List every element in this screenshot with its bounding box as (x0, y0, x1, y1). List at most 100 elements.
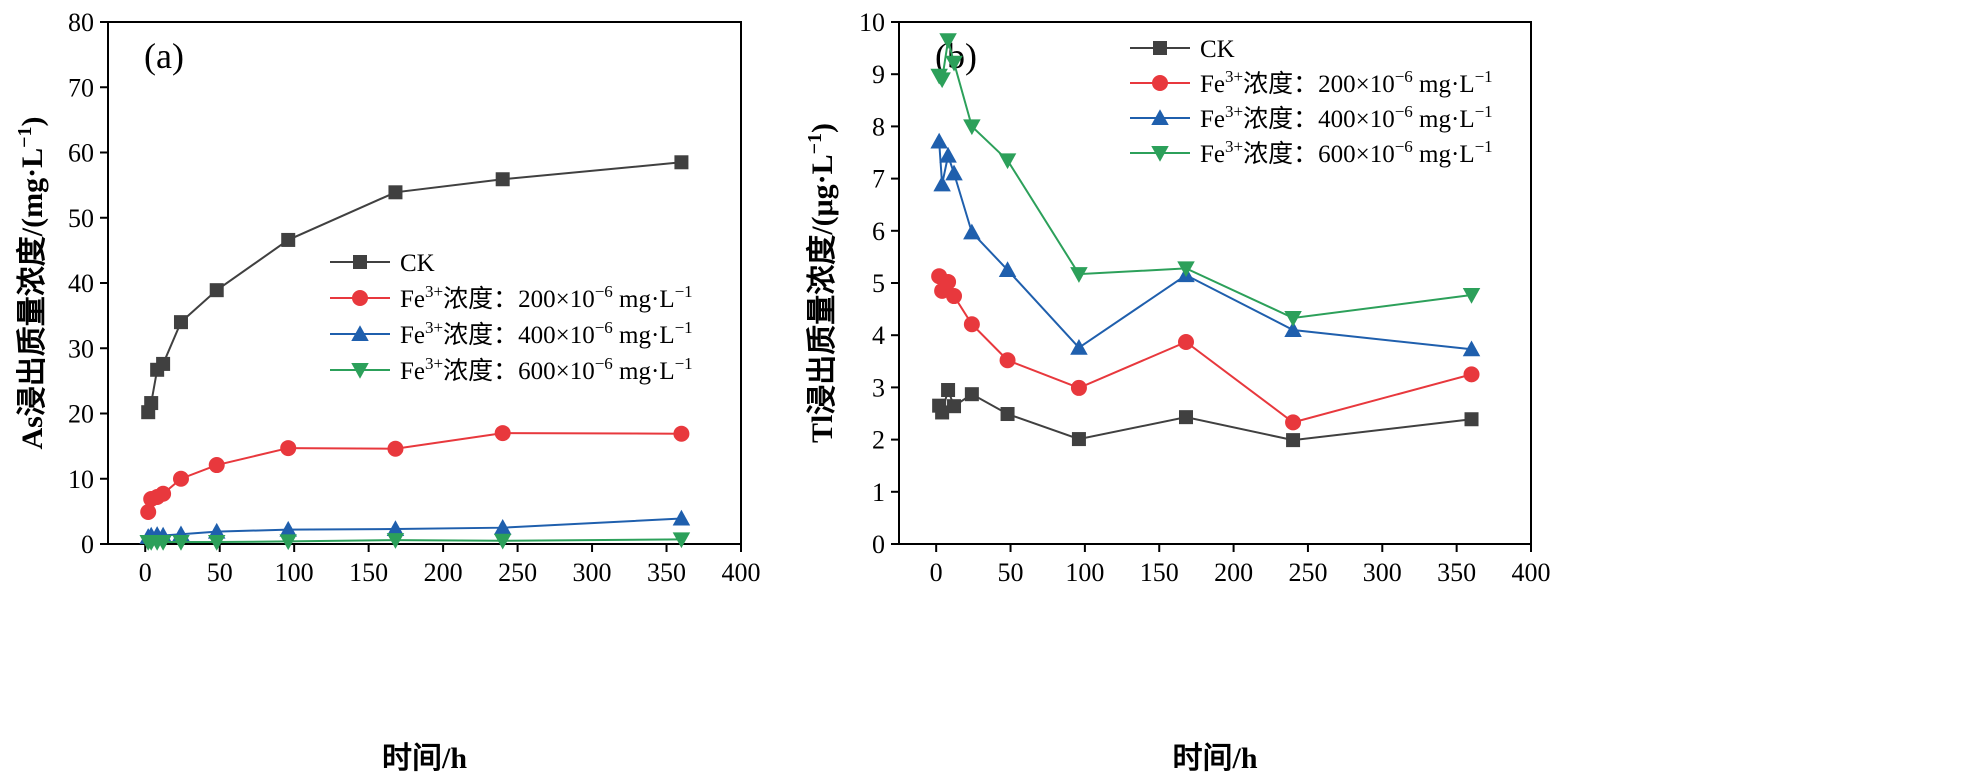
legend: CK Fe3+浓度：200×10−6 mg·L−1 Fe3+浓度：400×10−6 … (1130, 36, 1493, 168)
data-point (963, 119, 981, 136)
data-point (387, 440, 404, 457)
legend-label: CK (1200, 36, 1235, 63)
data-point (1070, 267, 1088, 283)
data-point (279, 534, 297, 551)
data-point (172, 535, 190, 551)
x-tick-label: 100 (275, 558, 314, 587)
y-tick-label: 0 (872, 530, 885, 559)
y-tick-label: 5 (872, 269, 885, 298)
y-tick-label: 8 (872, 112, 885, 141)
data-point (1464, 412, 1479, 427)
data-point (930, 132, 948, 149)
legend-label: Fe3+浓度：200×10−6 mg·L−1 (1200, 67, 1493, 98)
series-line (938, 40, 1472, 320)
data-point (494, 425, 511, 442)
x-tick-label: 250 (498, 558, 537, 587)
data-point (140, 504, 157, 521)
plot-frame (898, 21, 1532, 545)
x-tick-label: 200 (1214, 558, 1253, 587)
data-point (172, 470, 189, 487)
data-point (946, 288, 963, 305)
data-point (207, 535, 226, 551)
data-point (1284, 310, 1302, 327)
data-point (173, 315, 188, 330)
data-point (386, 533, 405, 549)
series-line (147, 432, 682, 513)
data-point (963, 316, 980, 333)
legend-item: CK (330, 250, 435, 277)
legend-marker (351, 363, 369, 379)
series-1 (931, 268, 1480, 431)
data-point (207, 522, 226, 539)
x-tick-label: 400 (722, 558, 761, 587)
data-point (1000, 407, 1015, 422)
data-point (945, 164, 963, 181)
data-point (941, 383, 956, 398)
legend-label: Fe3+浓度：600×10−6 mg·L−1 (1200, 137, 1493, 168)
legend-label: Fe3+浓度：400×10−6 mg·L−1 (400, 318, 693, 349)
legend-marker (353, 255, 367, 269)
data-point (386, 520, 405, 536)
data-point (1177, 261, 1195, 278)
y-tick-label: 10 (859, 8, 885, 37)
data-point (673, 425, 690, 442)
data-point (998, 153, 1017, 170)
x-tick-label: 300 (573, 558, 612, 587)
y-tick-label: 10 (68, 465, 94, 494)
data-point (939, 33, 957, 50)
data-point (1071, 432, 1086, 447)
y-tick-label: 30 (68, 334, 94, 363)
x-tick-label: 100 (1065, 558, 1104, 587)
data-point (156, 356, 171, 371)
data-point (1462, 288, 1481, 304)
data-point (1285, 414, 1302, 431)
x-tick-label: 150 (349, 558, 388, 587)
legend-item: Fe3+浓度：600×10−6 mg·L−1 (1130, 137, 1493, 168)
x-tick-label: 250 (1288, 558, 1327, 587)
data-point (1284, 321, 1302, 337)
y-tick-label: 20 (68, 400, 94, 429)
data-point (209, 283, 224, 298)
x-tick-label: 150 (1140, 558, 1179, 587)
chart-panel-b: 0 50 100 150 200 250 300 350 400 0 1 2 3 4 5 6 7 8 9 10 时间/h… (804, 8, 1551, 775)
x-tick-label: 0 (930, 558, 943, 587)
data-point (1286, 433, 1301, 448)
series-line (147, 161, 682, 413)
y-tick-label: 80 (68, 8, 94, 37)
data-point (963, 223, 981, 240)
legend-item: Fe3+浓度：200×10−6 mg·L−1 (1130, 67, 1493, 98)
data-point (1179, 410, 1194, 425)
data-point (1070, 379, 1087, 396)
x-tick-label: 50 (207, 558, 233, 587)
x-axis-label: 时间/h (382, 742, 467, 775)
series-0 (932, 383, 1479, 448)
series-line (147, 517, 682, 538)
data-point (674, 155, 689, 170)
data-point (144, 396, 159, 411)
x-axis-label: 时间/h (1172, 742, 1257, 775)
y-axis-label: Tl浸出质量浓度/(μg·L−1) (804, 123, 839, 443)
legend-marker (1152, 75, 1168, 91)
series-2 (930, 132, 1481, 357)
legend-label: Fe3+浓度：200×10−6 mg·L−1 (400, 282, 693, 313)
data-point (672, 509, 691, 526)
data-point (940, 273, 957, 290)
data-point (1178, 333, 1195, 350)
series-3 (139, 532, 691, 551)
data-point (208, 457, 225, 474)
legend-marker (1151, 146, 1169, 162)
data-point (1070, 338, 1088, 355)
y-axis-label: As浸出质量浓度/(mg·L−1) (14, 116, 49, 449)
legend-marker (1151, 109, 1169, 125)
x-tick-label: 0 (139, 558, 152, 587)
legend-item: Fe3+浓度：600×10−6 mg·L−1 (330, 354, 693, 385)
y-tick-label: 60 (68, 139, 94, 168)
x-tick-label: 300 (1363, 558, 1402, 587)
data-point (672, 532, 691, 549)
y-tick-label: 7 (872, 165, 885, 194)
y-tick-label: 3 (872, 373, 885, 402)
series-line (938, 386, 1472, 442)
legend-item: Fe3+浓度：200×10−6 mg·L−1 (330, 282, 693, 313)
y-tick-label: 40 (68, 269, 94, 298)
